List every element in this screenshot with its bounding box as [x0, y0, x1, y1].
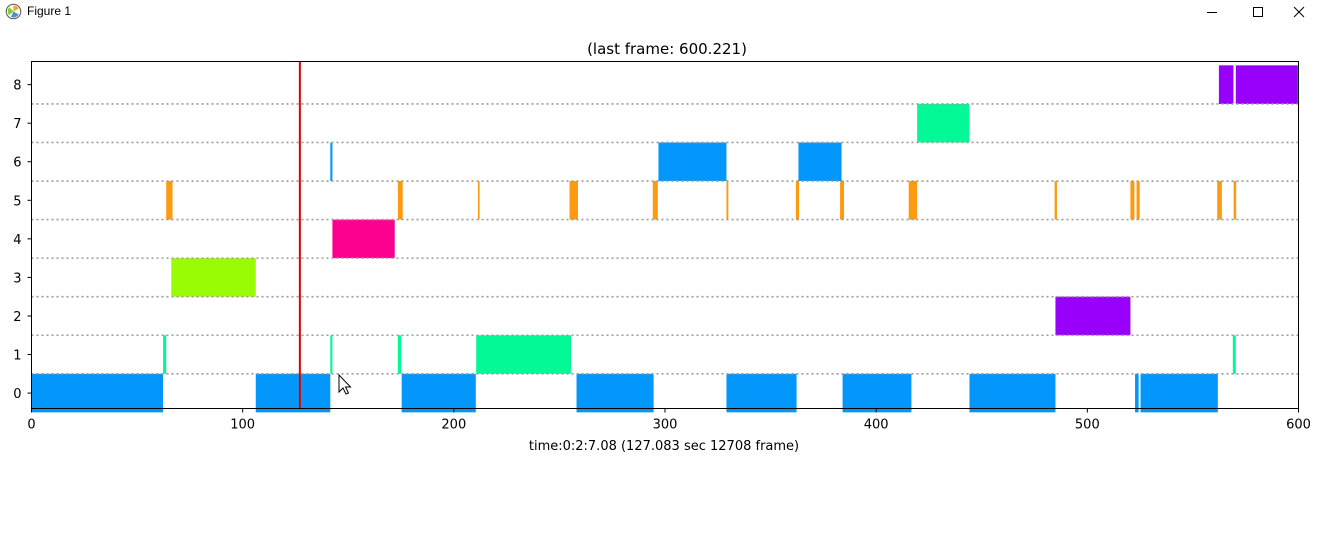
- segment-bar-row-5: [840, 181, 845, 220]
- segment-bar-row-0: [31, 373, 164, 413]
- segment-bar-row-6: [798, 142, 842, 182]
- segment-bar-row-5: [795, 181, 800, 220]
- segment-bar-row-1: [1232, 335, 1236, 374]
- y-tick-label: 6: [13, 156, 21, 171]
- segment-bar-row-7: [917, 103, 970, 143]
- segment-bar-row-0: [969, 373, 1056, 413]
- segment-bar-row-0: [576, 373, 654, 413]
- segment-bar-row-6: [330, 142, 333, 182]
- y-tick-label: 7: [13, 117, 21, 132]
- x-tick-label: 100: [230, 418, 255, 433]
- close-button[interactable]: [1276, 0, 1320, 24]
- segment-bar-row-0: [842, 373, 912, 413]
- segment-bar-row-0: [255, 373, 331, 413]
- minimize-icon: [1207, 12, 1217, 13]
- segment-bar-row-4: [332, 219, 395, 259]
- segment-bar-row-5: [1136, 181, 1140, 220]
- x-tick-label: 400: [864, 418, 889, 433]
- x-tick-label: 500: [1075, 418, 1100, 433]
- segment-bar-row-1: [163, 335, 167, 374]
- segment-bar-row-6: [658, 142, 727, 182]
- minimize-button[interactable]: [1189, 0, 1235, 24]
- y-tick-label: 3: [13, 271, 21, 286]
- x-axis-label: time:0:2:7.08 (127.083 sec 12708 frame): [529, 439, 799, 454]
- segment-bar-row-1: [476, 335, 572, 374]
- segment-bar-row-1: [397, 335, 402, 374]
- grid-layer: [31, 103, 1299, 375]
- segment-bar-row-8: [1235, 65, 1298, 104]
- segment-bar-row-5: [726, 181, 729, 220]
- plot-frame: [31, 61, 1299, 409]
- window-title: Figure 1: [27, 4, 72, 18]
- axis-layer: 0 100 200 300 400 500 600 0 1 2 3 4 5 6 7 8: [13, 79, 1311, 433]
- segment-bar-row-5: [1054, 181, 1057, 220]
- segment-bar-row-5: [166, 181, 173, 220]
- segment-bar-row-0: [726, 373, 797, 413]
- segment-bar-row-1: [330, 335, 333, 374]
- y-tick-label: 2: [13, 310, 21, 325]
- close-icon: [1293, 6, 1305, 18]
- x-tick-label: 300: [653, 418, 678, 433]
- segment-bar-row-8: [1218, 65, 1234, 104]
- bars-layer: [31, 65, 1298, 413]
- x-tick-label: 600: [1286, 418, 1311, 433]
- maximize-icon: [1253, 7, 1263, 17]
- y-tick-label: 0: [13, 387, 21, 402]
- segment-bar-row-2: [1055, 296, 1131, 336]
- y-tick-label: 4: [13, 233, 21, 248]
- segment-bar-row-5: [1130, 181, 1135, 220]
- chart-title: (last frame: 600.221): [587, 40, 747, 58]
- segment-bar-row-0: [1140, 373, 1218, 413]
- segment-bar-row-5: [397, 181, 403, 220]
- segment-bar-row-3: [171, 258, 256, 297]
- y-tick-label: 5: [13, 194, 21, 209]
- mouse-pointer-icon: [338, 373, 352, 395]
- x-tick-label: 0: [27, 418, 35, 433]
- segment-bar-row-5: [1217, 181, 1222, 220]
- x-tick-label: 200: [441, 418, 466, 433]
- segment-bar-row-5: [1233, 181, 1237, 220]
- segment-bar-row-5: [908, 181, 918, 220]
- y-tick-label: 8: [13, 79, 21, 94]
- window-titlebar: Figure 1: [0, 0, 1320, 24]
- segment-bar-row-5: [569, 181, 578, 220]
- segment-bar-row-5: [652, 181, 658, 220]
- segment-bar-row-0: [401, 373, 476, 413]
- segment-bar-row-0: [1135, 373, 1139, 413]
- segment-bar-row-5: [477, 181, 480, 220]
- matplotlib-icon: [5, 3, 22, 20]
- y-tick-label: 1: [13, 349, 21, 364]
- maximize-button[interactable]: [1235, 0, 1281, 24]
